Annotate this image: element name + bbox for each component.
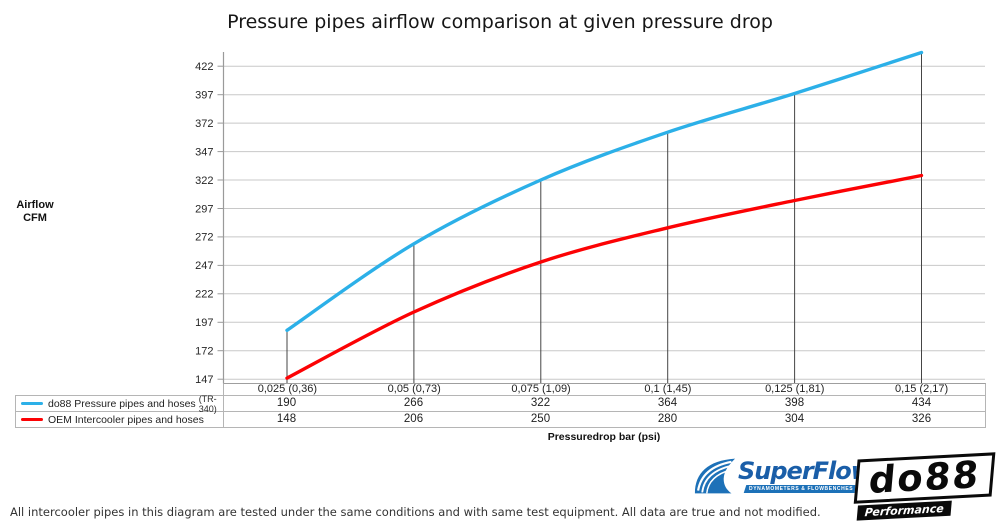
value-cell: 250 <box>530 413 551 425</box>
y-axis-label: Airflow CFM <box>6 199 64 225</box>
do88-tagline-bar: Performance <box>856 500 952 521</box>
category-cell: 0,025 (0,36) <box>257 383 318 395</box>
category-cell: 0,075 (1,09) <box>511 383 571 395</box>
value-cell: 266 <box>403 397 424 409</box>
y-axis-label-line2: CFM <box>23 212 47 224</box>
legend-label-oem: OEM Intercooler pipes and hoses <box>48 413 204 426</box>
value-cell: 190 <box>276 397 297 409</box>
value-cell: 322 <box>530 397 551 409</box>
do88-wordmark: do88 <box>867 452 983 503</box>
value-cell: 206 <box>403 413 424 425</box>
y-tick-label: 397 <box>195 90 213 102</box>
plot-area: 147 172 197 222 247 272 297 322 347 372 397 422 <box>195 50 985 386</box>
legend-label-do88: do88 Pressure pipes and hoses <box>48 397 196 410</box>
footnote: All intercooler pipes in this diagram ar… <box>10 505 821 519</box>
value-cell: 434 <box>911 397 932 409</box>
value-cell: 364 <box>657 397 678 409</box>
value-cell: 326 <box>911 413 932 425</box>
y-tick-label: 372 <box>195 118 213 130</box>
chart-title: Pressure pipes airflow comparison at giv… <box>227 11 773 33</box>
do88-values-row: 190 266 322 364 398 434 <box>223 396 986 412</box>
superflow-swoosh-icon <box>694 458 736 494</box>
series-line-do88 <box>285 50 924 332</box>
y-tick-label: 172 <box>195 346 213 358</box>
x-axis-label: Pressuredrop bar (psi) <box>547 431 661 443</box>
oem-line-swatch <box>21 417 43 422</box>
y-tick-label: 222 <box>195 289 213 301</box>
legend: do88 Pressure pipes and hoses (TR-340) O… <box>15 393 224 428</box>
y-tick-label: 272 <box>195 232 213 244</box>
y-axis-label-line1: Airflow <box>16 199 54 211</box>
y-tick-label: 347 <box>195 146 213 158</box>
value-cell: 280 <box>657 413 678 425</box>
legend-item-do88: do88 Pressure pipes and hoses (TR-340) <box>16 393 223 414</box>
category-cell: 0,125 (1,81) <box>765 383 825 395</box>
superflow-logo: SuperFlow® DYNAMOMETERS & FLOWBENCHES <box>694 455 879 499</box>
legend-suffix-do88: (TR-340) <box>198 393 217 414</box>
category-header-row: 0,025 (0,36) 0,05 (0,73) 0,075 (1,09) 0,1 (… <box>223 383 986 396</box>
y-tick-label: 147 <box>195 374 213 386</box>
superflow-tagline: DYNAMOMETERS & FLOWBENCHES <box>748 486 854 492</box>
superflow-tagline-bar: DYNAMOMETERS & FLOWBENCHES <box>743 485 859 493</box>
category-cell: 0,05 (0,73) <box>387 383 441 395</box>
series-line-oem <box>285 173 924 380</box>
oem-values-row: 148 206 250 280 304 326 <box>223 412 986 428</box>
y-tick-label: 247 <box>195 260 213 272</box>
y-tick-label: 197 <box>195 317 213 329</box>
value-cell: 398 <box>784 397 805 409</box>
y-tick-label: 422 <box>195 61 213 73</box>
legend-item-oem: OEM Intercooler pipes and hoses <box>16 412 223 427</box>
category-cell: 0,15 (2,17) <box>894 383 949 395</box>
do88-line-swatch <box>21 401 43 406</box>
do88-tagline: Performance <box>864 502 945 520</box>
category-cell: 0,1 (1,45) <box>644 383 692 395</box>
superflow-wordmark: SuperFlow® <box>738 457 879 485</box>
value-cell: 304 <box>784 413 805 425</box>
value-cell: 148 <box>276 413 297 425</box>
do88-logo: do88 Performance <box>853 452 996 521</box>
y-tick-label: 322 <box>195 175 213 187</box>
y-tick-label: 297 <box>195 203 213 215</box>
do88-logo-box: do88 <box>853 452 996 504</box>
